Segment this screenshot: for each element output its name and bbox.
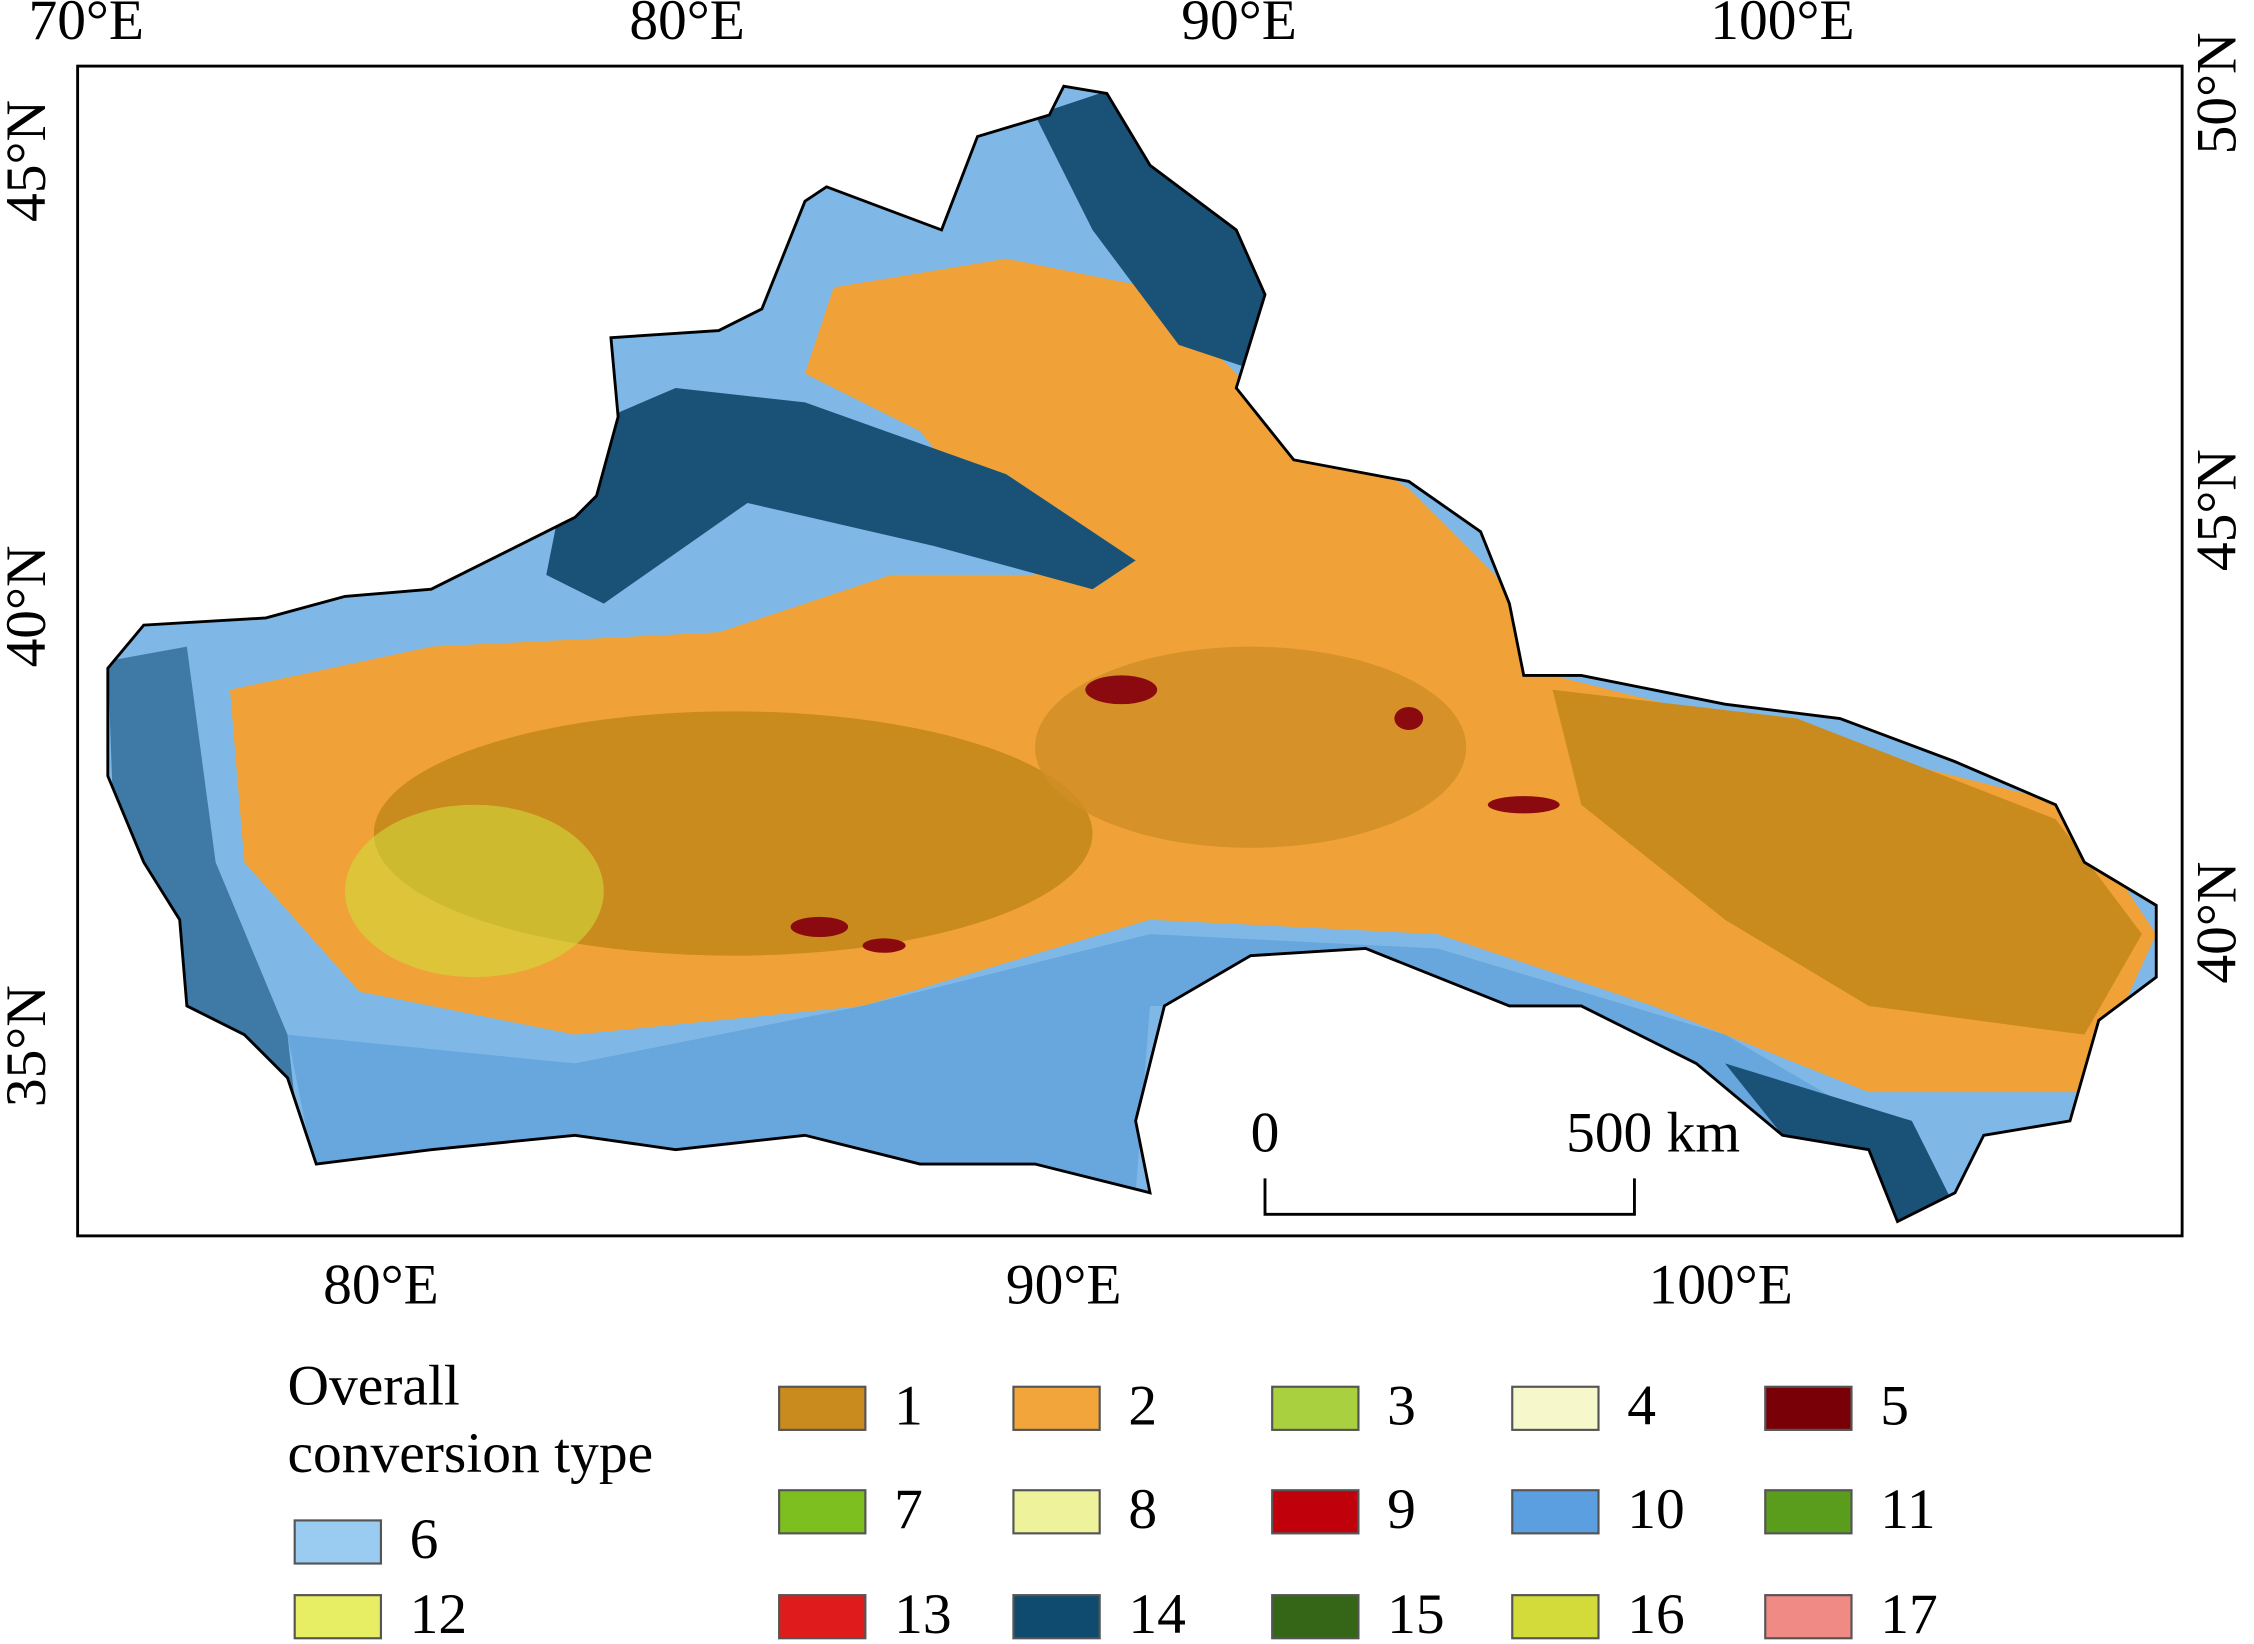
legend-label: 6 [410,1508,439,1571]
top-tick-label: 100°E [1710,0,1854,52]
legend-swatch [1012,1594,1101,1640]
legend-label: 5 [1880,1374,1909,1437]
legend-label: 16 [1627,1583,1684,1644]
top-tick-label: 80°E [629,0,745,52]
legend-label: 15 [1387,1583,1444,1644]
legend-title: Overall [288,1354,460,1417]
legend-swatch [1764,1385,1853,1431]
legend-swatch [778,1385,867,1431]
left-tick-label: 35°N [0,985,58,1107]
legend-swatch [1764,1489,1853,1535]
legend-label: 9 [1387,1478,1416,1541]
legend-swatch [1764,1594,1853,1640]
bottom-tick-label: 100°E [1649,1254,1793,1317]
legend-swatch [778,1594,867,1640]
legend-label: 7 [894,1478,923,1541]
top-tick-label: 90°E [1181,0,1297,52]
legend-label: 1 [894,1374,923,1437]
legend-swatch [1511,1489,1600,1535]
legend-label: 17 [1880,1583,1937,1644]
left-tick-label: 45°N [0,100,58,222]
left-tick-label: 40°N [0,545,58,667]
legend-label: 11 [1880,1478,1935,1541]
legend-swatch [778,1489,867,1535]
region-outline [106,84,2158,1224]
legend-label: 2 [1128,1374,1157,1437]
legend-swatch [1012,1385,1101,1431]
legend-label: 14 [1128,1583,1185,1644]
legend-swatch [1511,1594,1600,1640]
bottom-tick-label: 90°E [1006,1254,1122,1317]
legend-label: 12 [410,1583,467,1644]
legend-title: conversion type [288,1422,654,1485]
scale-start: 0 [1251,1101,1280,1164]
scale-bar [1263,1178,1636,1216]
legend-swatch [1271,1594,1360,1640]
legend-label: 8 [1128,1478,1157,1541]
legend-label: 13 [894,1583,951,1644]
right-tick-label: 45°N [2186,449,2249,571]
legend-label: 10 [1627,1478,1684,1541]
legend-swatch [1271,1385,1360,1431]
legend-label: 4 [1627,1374,1656,1437]
legend-swatch [1511,1385,1600,1431]
right-tick-label: 40°N [2186,862,2249,984]
map-frame [76,64,2184,1238]
right-tick-label: 50°N [2186,32,2249,154]
legend-swatch [293,1594,383,1640]
legend-swatch [293,1519,383,1565]
bottom-tick-label: 80°E [323,1254,439,1317]
top-tick-label: 70°E [28,0,144,52]
map-region [107,86,2157,1222]
legend-label: 3 [1387,1374,1416,1437]
scale-end: 500 km [1566,1101,1740,1164]
legend-swatch [1271,1489,1360,1535]
legend-swatch [1012,1489,1101,1535]
